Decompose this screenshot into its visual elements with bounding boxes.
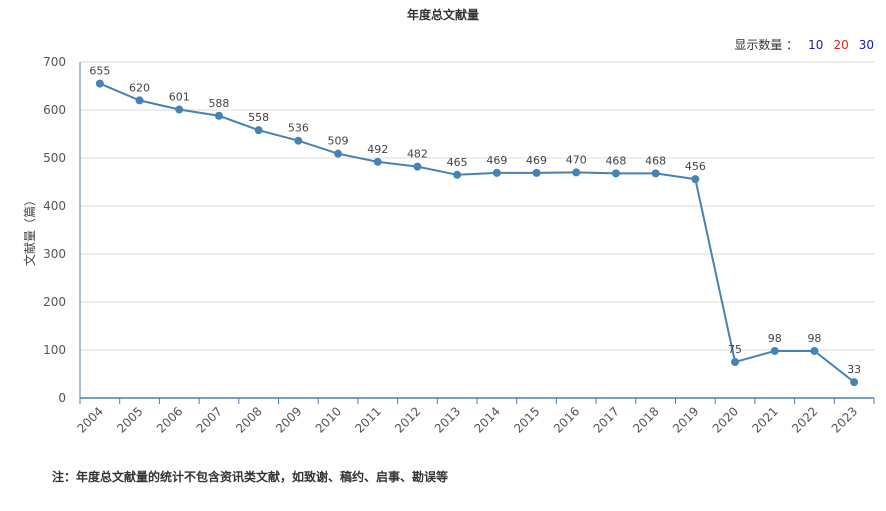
x-tick-label: 2004 xyxy=(74,404,105,435)
data-label: 482 xyxy=(407,148,428,161)
data-point xyxy=(810,346,819,355)
footnote: 注：年度总文献量的统计不包含资讯类文献，如致谢、稿约、启事、勘误等 xyxy=(52,470,449,484)
x-tick-label: 2012 xyxy=(392,404,423,435)
data-point xyxy=(413,162,422,171)
data-points xyxy=(95,79,859,387)
x-tick-label: 2008 xyxy=(233,404,264,435)
y-tick-label: 100 xyxy=(43,343,66,357)
x-tick-label: 2010 xyxy=(313,404,344,435)
data-point xyxy=(175,105,184,114)
data-point xyxy=(373,157,382,166)
data-label: 558 xyxy=(248,111,269,124)
data-point xyxy=(453,170,462,179)
data-point xyxy=(770,346,779,355)
series-line-path xyxy=(99,82,855,383)
x-tick-label: 2011 xyxy=(352,404,383,435)
x-tick-label: 2023 xyxy=(829,404,860,435)
x-tick-label: 2013 xyxy=(432,404,463,435)
y-tick-label: 400 xyxy=(43,199,66,213)
y-tick-label: 200 xyxy=(43,295,66,309)
data-point xyxy=(651,169,660,178)
display-count-option-20[interactable]: 20 xyxy=(833,37,849,52)
x-tick-label: 2021 xyxy=(749,404,780,435)
data-label: 620 xyxy=(129,81,150,94)
data-label: 655 xyxy=(89,65,110,78)
data-label: 470 xyxy=(566,153,587,166)
y-axis-title: 文献量（篇） xyxy=(22,194,37,266)
y-tick-label: 700 xyxy=(43,55,66,69)
data-label: 469 xyxy=(526,154,547,167)
axes: 0 100 200 300 400 500 600 700 2004 2005 2006 2007 20… xyxy=(43,55,875,436)
data-label: 468 xyxy=(645,154,666,167)
data-label: 469 xyxy=(486,154,507,167)
data-point xyxy=(731,358,740,366)
data-label: 509 xyxy=(328,135,349,148)
x-tick-label: 2014 xyxy=(471,404,502,435)
data-labels: 655 620 601 588 558 536 509 492 482 465 469 469 470 4… xyxy=(89,65,861,377)
display-count-option-10[interactable]: 10 xyxy=(808,37,824,52)
data-point xyxy=(334,149,343,158)
data-point xyxy=(254,126,263,135)
data-label: 33 xyxy=(847,363,861,376)
data-label: 468 xyxy=(605,154,626,167)
x-tick-label: 2016 xyxy=(551,404,582,435)
y-tick-label: 500 xyxy=(43,151,66,165)
data-label: 492 xyxy=(367,143,388,156)
data-label: 98 xyxy=(768,332,782,345)
x-tick-label: 2005 xyxy=(114,404,145,435)
data-point xyxy=(691,175,700,184)
display-count-selector: 显示数量 ： 10 20 30 xyxy=(734,36,874,53)
data-point xyxy=(294,136,303,145)
display-count-label: 显示数量 ： xyxy=(734,38,799,52)
data-point xyxy=(135,96,144,105)
x-tick-label: 2015 xyxy=(511,404,542,435)
x-tick-label: 2018 xyxy=(630,404,661,435)
data-point xyxy=(214,111,223,120)
data-label: 75 xyxy=(728,343,742,356)
y-tick-label: 600 xyxy=(43,103,66,117)
data-label: 588 xyxy=(208,97,229,110)
x-tick-label: 2007 xyxy=(194,404,225,435)
chart-title: 年度总文献量 xyxy=(406,8,479,22)
data-label: 465 xyxy=(447,156,468,169)
data-point xyxy=(532,168,541,177)
y-tick-label: 300 xyxy=(43,247,66,261)
data-label: 536 xyxy=(288,122,309,135)
y-tick-label: 0 xyxy=(58,391,66,405)
display-count-option-30[interactable]: 30 xyxy=(858,37,874,52)
x-tick-label: 2020 xyxy=(710,404,741,435)
data-label: 601 xyxy=(169,91,190,104)
x-tick-label: 2017 xyxy=(591,404,622,435)
x-tick-label: 2009 xyxy=(273,404,304,435)
grid-lines xyxy=(80,61,874,351)
data-label: 456 xyxy=(685,160,706,173)
x-tick-label: 2022 xyxy=(789,404,820,435)
series-line xyxy=(99,82,855,383)
data-point xyxy=(850,378,859,387)
data-point xyxy=(95,79,104,88)
data-point xyxy=(492,168,501,177)
data-point xyxy=(611,169,620,178)
x-tick-label: 2019 xyxy=(670,404,701,435)
data-point xyxy=(572,168,581,177)
x-tick-label: 2006 xyxy=(154,404,185,435)
data-label: 98 xyxy=(807,332,821,345)
